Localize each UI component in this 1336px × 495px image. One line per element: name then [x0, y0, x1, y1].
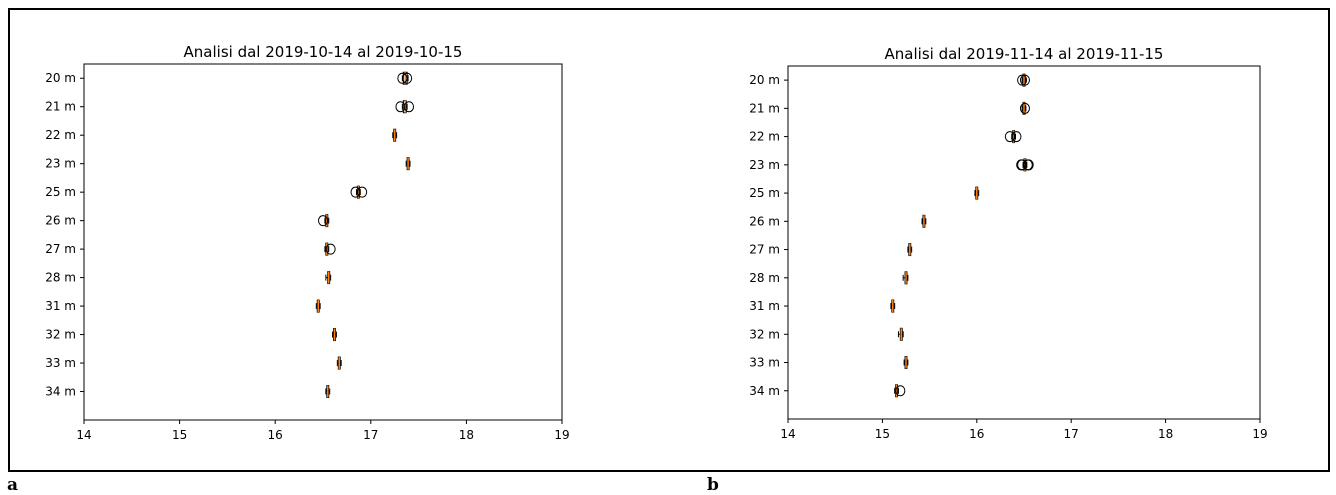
- box-1: [1019, 101, 1030, 115]
- outlier-point: [1017, 159, 1028, 171]
- outlier-point: [397, 72, 408, 84]
- y-tick-label: 25 m: [749, 186, 780, 200]
- outlier-point: [404, 101, 415, 113]
- box-11: [325, 385, 331, 399]
- y-tick-label: 33 m: [45, 356, 76, 370]
- box-0: [1017, 73, 1030, 87]
- box-0: [397, 71, 413, 85]
- y-tick-label: 32 m: [749, 327, 780, 341]
- y-tick-label: 21 m: [45, 100, 76, 114]
- y-tick-label: 25 m: [45, 185, 76, 199]
- outlier-point: [1017, 74, 1028, 86]
- box-2: [392, 128, 398, 142]
- y-tick-label: 27 m: [749, 243, 780, 257]
- y-tick-label: 28 m: [749, 271, 780, 285]
- box-8: [315, 299, 321, 313]
- chart-title: Analisi dal 2019-10-14 al 2019-10-15: [184, 43, 463, 61]
- outlier-point: [357, 186, 368, 198]
- x-tick-label: 15: [172, 428, 187, 442]
- y-tick-label: 22 m: [749, 130, 780, 144]
- box-6: [324, 242, 336, 256]
- x-tick-label: 18: [1158, 427, 1173, 441]
- box-1: [395, 100, 415, 114]
- x-tick-label: 14: [76, 428, 91, 442]
- outlier-point: [1019, 102, 1030, 114]
- box-5: [318, 214, 330, 228]
- box-10: [903, 356, 909, 370]
- y-tick-label: 26 m: [45, 214, 76, 228]
- figure-frame: [8, 8, 1330, 472]
- plot-area: [83, 63, 563, 421]
- box-5: [921, 214, 927, 228]
- panel-label-a: a: [7, 475, 19, 495]
- y-tick-label: 20 m: [749, 73, 780, 87]
- y-tick-label: 27 m: [45, 242, 76, 256]
- y-tick-label: 33 m: [749, 356, 780, 370]
- outlier-point: [1023, 159, 1034, 171]
- box-4: [350, 185, 368, 199]
- outlier-point: [350, 186, 361, 198]
- box-7: [325, 271, 332, 285]
- outlier-point: [402, 72, 413, 84]
- box-3: [1016, 158, 1034, 172]
- y-tick-label: 28 m: [45, 271, 76, 285]
- outlier-point: [1011, 131, 1022, 143]
- y-tick-label: 26 m: [749, 214, 780, 228]
- outlier-point: [325, 243, 336, 255]
- outlier-point: [1019, 74, 1030, 86]
- x-tick-label: 17: [363, 428, 378, 442]
- x-tick-label: 19: [1252, 427, 1267, 441]
- plot-area: [787, 65, 1261, 420]
- y-tick-label: 32 m: [45, 328, 76, 342]
- chart-panel-1: Analisi dal 2019-11-14 al 2019-11-15 14 15…: [749, 45, 1267, 441]
- y-tick-label: 20 m: [45, 71, 76, 85]
- chart-panel-0: Analisi dal 2019-10-14 al 2019-10-15 14 15…: [45, 43, 569, 442]
- y-tick-label: 31 m: [45, 299, 76, 313]
- box-7: [902, 271, 909, 285]
- box-2: [1004, 130, 1022, 144]
- panel-label-b: b: [707, 475, 719, 495]
- x-tick-label: 18: [459, 428, 474, 442]
- box-8: [890, 299, 896, 313]
- box-4: [974, 186, 980, 200]
- y-tick-label: 34 m: [749, 384, 780, 398]
- outlier-point: [1004, 131, 1015, 143]
- y-tick-label: 23 m: [45, 157, 76, 171]
- box-6: [907, 243, 913, 257]
- x-tick-label: 16: [268, 428, 283, 442]
- x-tick-label: 16: [969, 427, 984, 441]
- box-10: [336, 356, 342, 370]
- y-tick-label: 31 m: [749, 299, 780, 313]
- y-tick-label: 34 m: [45, 385, 76, 399]
- box-9: [897, 327, 904, 341]
- y-tick-label: 23 m: [749, 158, 780, 172]
- x-tick-label: 17: [1064, 427, 1079, 441]
- x-tick-label: 14: [780, 427, 795, 441]
- x-tick-label: 19: [554, 428, 569, 442]
- outlier-point: [318, 215, 328, 227]
- chart-title: Analisi dal 2019-11-14 al 2019-11-15: [885, 45, 1164, 63]
- y-tick-label: 21 m: [749, 101, 780, 115]
- outlier-point: [895, 385, 906, 397]
- y-tick-label: 22 m: [45, 128, 76, 142]
- box-11: [894, 384, 906, 398]
- x-tick-label: 15: [875, 427, 890, 441]
- box-3: [405, 157, 411, 171]
- box-9: [332, 328, 337, 342]
